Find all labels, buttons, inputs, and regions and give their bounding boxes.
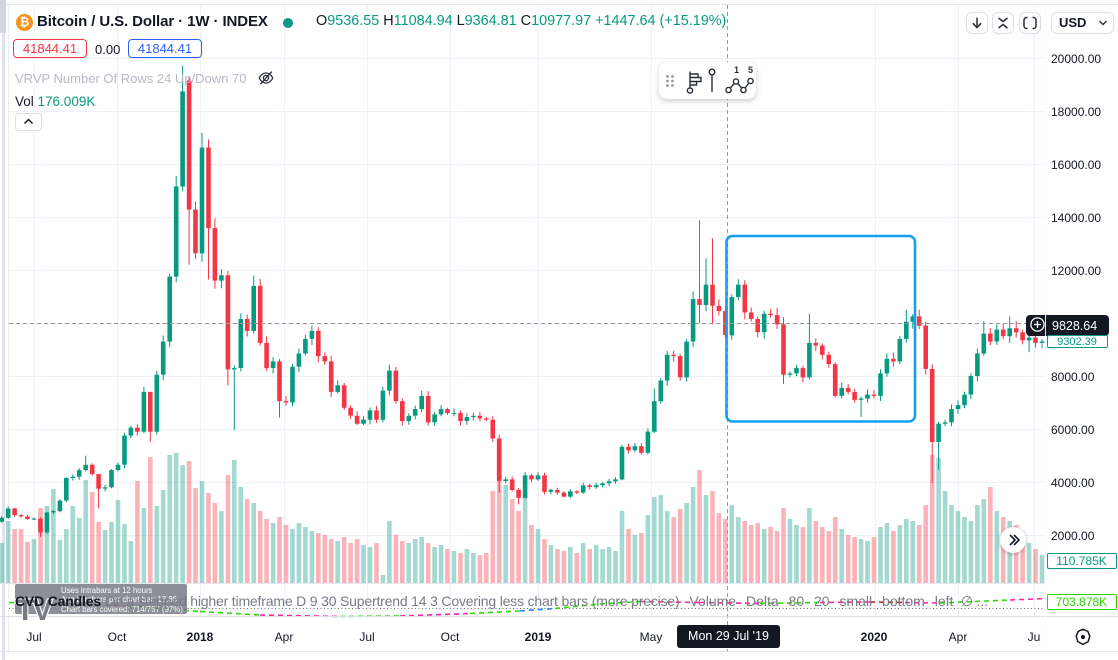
svg-text:1: 1 — [734, 65, 739, 75]
svg-text:TV: TV — [16, 596, 52, 622]
svg-text:5: 5 — [748, 65, 753, 75]
